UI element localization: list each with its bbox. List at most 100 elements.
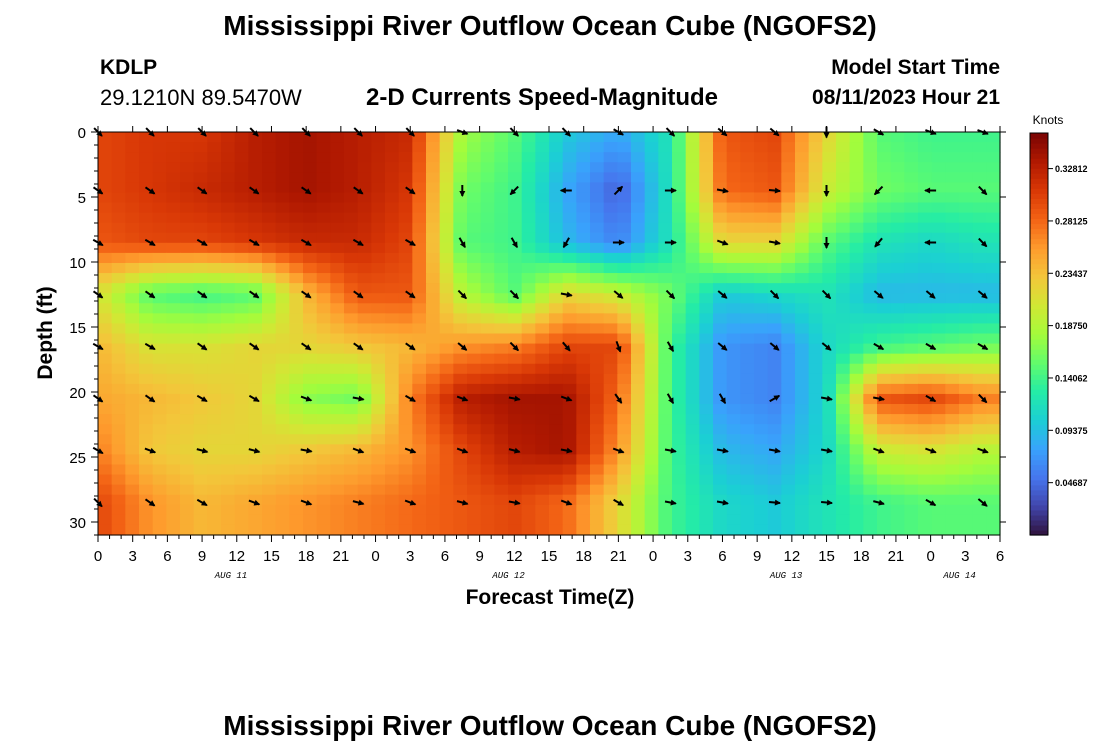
heatmap-cell bbox=[603, 262, 618, 274]
heatmap-cell bbox=[467, 132, 482, 143]
heatmap-cell bbox=[890, 212, 905, 224]
heatmap-cell bbox=[590, 152, 605, 163]
colorbar-segment bbox=[1030, 434, 1048, 441]
heatmap-cell bbox=[726, 353, 741, 365]
heatmap-cell bbox=[590, 132, 605, 143]
heatmap-cell bbox=[617, 504, 632, 516]
heatmap-cell bbox=[986, 373, 1001, 385]
heatmap-cell bbox=[863, 514, 878, 526]
heatmap-cell bbox=[494, 373, 509, 385]
heatmap-cell bbox=[754, 464, 769, 476]
heatmap-cell bbox=[904, 454, 919, 466]
heatmap-cell bbox=[726, 454, 741, 466]
heatmap-cell bbox=[644, 283, 659, 294]
heatmap-cell bbox=[234, 393, 249, 405]
heatmap-cell bbox=[193, 273, 208, 284]
heatmap-cell bbox=[371, 494, 386, 506]
heatmap-cell bbox=[726, 363, 741, 375]
heatmap-cell bbox=[972, 393, 987, 405]
heatmap-cell bbox=[166, 474, 181, 486]
heatmap-cell bbox=[658, 252, 673, 264]
heatmap-cell bbox=[111, 222, 126, 234]
heatmap-cell bbox=[316, 424, 331, 435]
heatmap-cell bbox=[125, 283, 140, 294]
heatmap-cell bbox=[98, 192, 113, 204]
heatmap-cell bbox=[713, 293, 728, 304]
heatmap-cell bbox=[713, 343, 728, 355]
heatmap-cell bbox=[644, 414, 659, 425]
heatmap-cell bbox=[795, 373, 810, 385]
heatmap-cell bbox=[139, 293, 154, 304]
heatmap-cell bbox=[795, 262, 810, 274]
heatmap-cell bbox=[740, 524, 755, 536]
heatmap-cell bbox=[426, 474, 441, 486]
heatmap-cell bbox=[931, 444, 946, 455]
heatmap-cell bbox=[303, 444, 318, 455]
heatmap-cell bbox=[480, 464, 495, 476]
heatmap-cell bbox=[521, 393, 536, 405]
heatmap-cell bbox=[822, 424, 837, 435]
heatmap-cell bbox=[644, 232, 659, 244]
heatmap-cell bbox=[740, 454, 755, 466]
heatmap-cell bbox=[508, 293, 523, 304]
heatmap-cell bbox=[904, 393, 919, 405]
heatmap-cell bbox=[385, 333, 400, 345]
heatmap-cell bbox=[576, 434, 591, 445]
heatmap-cell bbox=[111, 192, 126, 204]
heatmap-cell bbox=[193, 454, 208, 466]
heatmap-cell bbox=[986, 333, 1001, 345]
heatmap-cell bbox=[576, 132, 591, 143]
heatmap-cell bbox=[180, 373, 195, 385]
heatmap-cell bbox=[371, 232, 386, 244]
heatmap-cell bbox=[781, 474, 796, 486]
heatmap-cell bbox=[316, 383, 331, 395]
heatmap-cell bbox=[139, 162, 154, 173]
heatmap-cell bbox=[248, 142, 263, 153]
heatmap-cell bbox=[221, 343, 236, 355]
heatmap-cell bbox=[904, 333, 919, 345]
heatmap-cell bbox=[631, 474, 646, 486]
colorbar-segment bbox=[1030, 484, 1048, 491]
heatmap-cell bbox=[221, 293, 236, 304]
heatmap-cell bbox=[863, 192, 878, 204]
heatmap-cell bbox=[494, 363, 509, 375]
heatmap-cell bbox=[289, 444, 304, 455]
heatmap-cell bbox=[644, 142, 659, 153]
heatmap-cell bbox=[521, 524, 536, 536]
heatmap-cell bbox=[726, 162, 741, 173]
heatmap-cell bbox=[754, 504, 769, 516]
x-date-label: AUG 13 bbox=[769, 571, 803, 581]
heatmap-cell bbox=[890, 262, 905, 274]
heatmap-cell bbox=[631, 444, 646, 455]
heatmap-cell bbox=[521, 182, 536, 194]
heatmap-cell bbox=[890, 514, 905, 526]
heatmap-cell bbox=[986, 283, 1001, 294]
heatmap-cell bbox=[713, 313, 728, 325]
heatmap-cell bbox=[330, 514, 345, 526]
heatmap-cell bbox=[439, 444, 454, 455]
x-tick-label: 21 bbox=[888, 548, 905, 565]
heatmap-cell bbox=[945, 192, 960, 204]
heatmap-cell bbox=[795, 172, 810, 183]
heatmap-cell bbox=[781, 414, 796, 425]
heatmap-cell bbox=[316, 313, 331, 325]
heatmap-cell bbox=[467, 162, 482, 173]
heatmap-cell bbox=[330, 474, 345, 486]
heatmap-cell bbox=[959, 333, 974, 345]
current-arrow bbox=[769, 289, 780, 300]
heatmap-cell bbox=[125, 393, 140, 405]
heatmap-cell bbox=[193, 132, 208, 143]
heatmap-cell bbox=[849, 414, 864, 425]
heatmap-cell bbox=[849, 162, 864, 173]
heatmap-cell bbox=[863, 404, 878, 415]
heatmap-cell bbox=[289, 202, 304, 214]
heatmap-cell bbox=[576, 303, 591, 314]
heatmap-cell bbox=[344, 444, 359, 455]
heatmap-cell bbox=[918, 393, 933, 405]
heatmap-cell bbox=[535, 142, 550, 153]
heatmap-cell bbox=[781, 363, 796, 375]
heatmap-cell bbox=[890, 454, 905, 466]
heatmap-cell bbox=[754, 172, 769, 183]
heatmap-cell bbox=[508, 504, 523, 516]
heatmap-cell bbox=[166, 383, 181, 395]
